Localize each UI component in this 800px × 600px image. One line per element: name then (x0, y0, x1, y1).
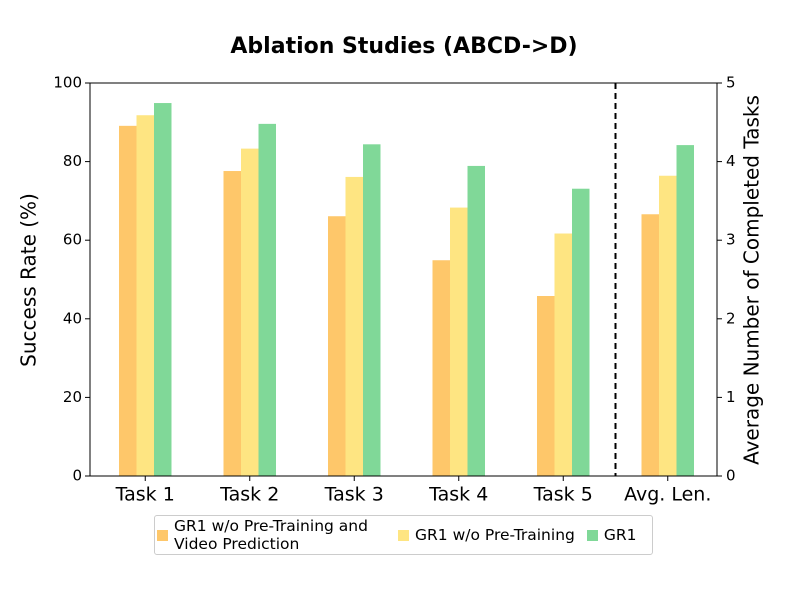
y2-tick-label: 1 (726, 388, 736, 406)
y-tick-label: 100 (53, 74, 82, 92)
legend-item: GR1 w/o Pre-Training and Video Predictio… (157, 517, 386, 553)
y2-tick-label: 0 (726, 467, 736, 485)
legend-swatch (157, 529, 168, 541)
legend-item: GR1 (586, 526, 637, 544)
legend-swatch (398, 529, 409, 541)
y2-axis-label: Average Number of Completed Tasks (740, 95, 764, 465)
bar (537, 296, 555, 476)
bar (572, 188, 590, 477)
y2-tick-label: 4 (726, 152, 736, 170)
chart-title: Ablation Studies (ABCD->D) (230, 34, 577, 59)
x-tick-label: Avg. Len. (624, 484, 711, 506)
plot-frame (89, 82, 718, 477)
bar (432, 260, 450, 476)
legend-swatch (586, 529, 598, 541)
legend-item: GR1 w/o Pre-Training (398, 526, 575, 544)
bar (223, 171, 241, 477)
bar (363, 144, 381, 477)
x-tick-label: Task 1 (115, 484, 175, 506)
y-tick-label: 0 (72, 467, 82, 485)
bar (119, 125, 137, 476)
x-tick-label: Task 4 (428, 484, 488, 506)
bar (345, 176, 363, 476)
y-tick-label: 80 (63, 152, 82, 170)
y2-tick-label: 3 (726, 231, 736, 249)
x-tick-label: Task 2 (219, 484, 279, 506)
bar (258, 123, 276, 476)
bar (328, 216, 346, 477)
legend-label: GR1 (603, 526, 637, 544)
y2-tick-label: 2 (726, 309, 736, 327)
bar (467, 165, 485, 476)
y2-tick-label: 5 (726, 74, 736, 92)
y-tick-label: 20 (63, 388, 82, 406)
bar (659, 175, 677, 477)
x-tick-label: Task 3 (324, 484, 384, 506)
bar (641, 214, 659, 476)
y-tick-label: 40 (63, 309, 82, 327)
legend-label: GR1 w/o Pre-Training (415, 526, 575, 544)
bar (241, 148, 259, 477)
bar (154, 103, 172, 476)
bar (676, 145, 694, 476)
legend: GR1 w/o Pre-Training and Video Predictio… (154, 515, 653, 555)
y-tick-label: 60 (63, 231, 82, 249)
bar (554, 233, 572, 476)
bar (450, 207, 468, 476)
y-axis-label: Success Rate (%) (17, 193, 41, 367)
x-tick-label: Task 5 (533, 484, 593, 506)
bar (136, 115, 154, 476)
legend-label: GR1 w/o Pre-Training and Video Predictio… (174, 517, 368, 553)
